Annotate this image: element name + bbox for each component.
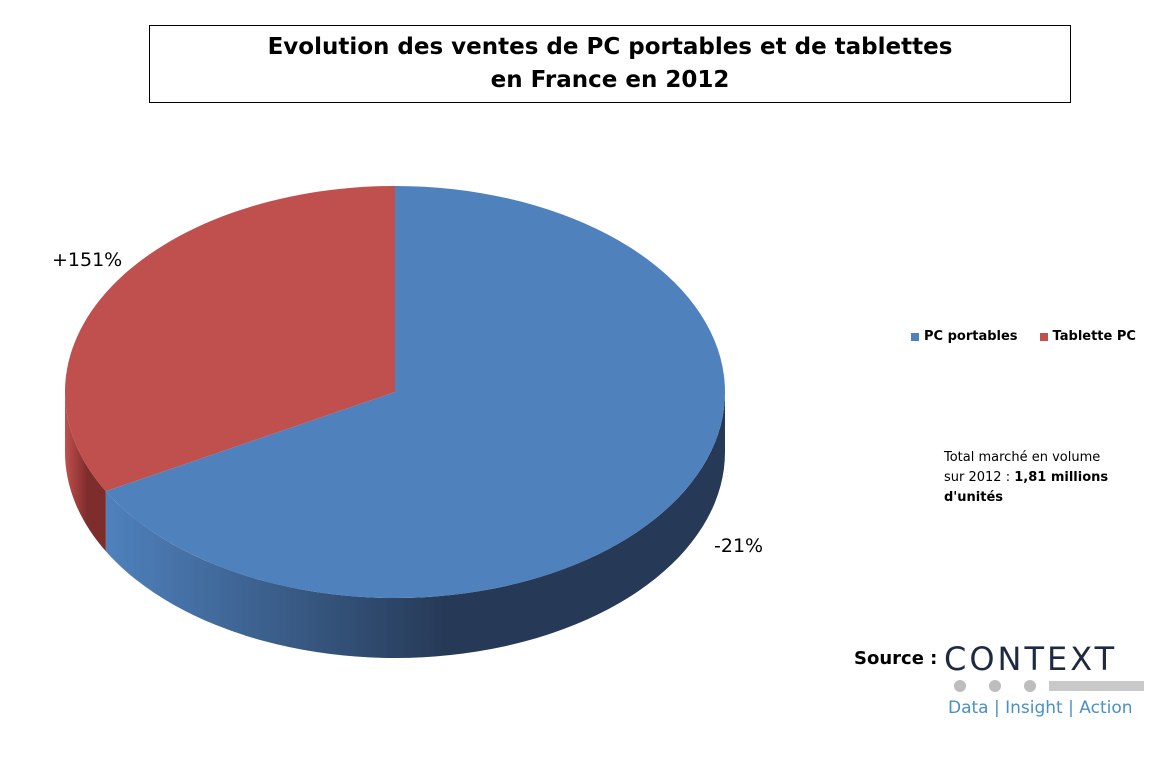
context-logo: CONTEXT Data | Insight | Action	[944, 640, 1149, 720]
legend-swatch-pc-portables	[911, 332, 919, 341]
source-label: Source :	[854, 648, 938, 669]
chart-title-line1: Evolution des ventes de PC portables et …	[267, 34, 953, 60]
pie-side-tablette-pc	[65, 392, 106, 552]
note-line2: sur 2012 : 1,81 millions	[944, 468, 1134, 488]
logo-dots-bar	[954, 680, 1144, 692]
note-line3-unit: d'unités	[944, 490, 1004, 505]
legend-item-tablette-pc: Tablette PC	[1039, 329, 1136, 344]
chart-title-box: Evolution des ventes de PC portables et …	[149, 25, 1071, 103]
logo-tagline: Data | Insight | Action	[948, 698, 1133, 718]
data-label-pc-portables: -21%	[714, 535, 763, 557]
legend-label-pc-portables: PC portables	[924, 329, 1018, 344]
note-line1: Total marché en volume	[944, 450, 1101, 465]
note-line2-prefix: sur 2012 :	[944, 470, 1015, 485]
data-label-tablette-pc: +151%	[52, 249, 122, 271]
chart-title-line2: en France en 2012	[490, 67, 730, 93]
pie-slice-tablette-pc	[64, 186, 396, 492]
legend-item-pc-portables: PC portables	[911, 329, 1018, 344]
pie-side-pc-portables	[105, 392, 726, 658]
legend-swatch-tablette-pc	[1039, 332, 1048, 341]
legend-label-tablette-pc: Tablette PC	[1052, 329, 1136, 344]
chart-legend: PC portables Tablette PC	[911, 329, 1136, 344]
total-market-note: Total marché en volume sur 2012 : 1,81 m…	[944, 448, 1134, 508]
logo-wordmark: CONTEXT	[944, 640, 1118, 678]
note-line3: d'unités	[944, 488, 1134, 508]
pie-slice-pc-portables	[105, 186, 725, 599]
note-line2-value: 1,81 millions	[1014, 470, 1109, 485]
